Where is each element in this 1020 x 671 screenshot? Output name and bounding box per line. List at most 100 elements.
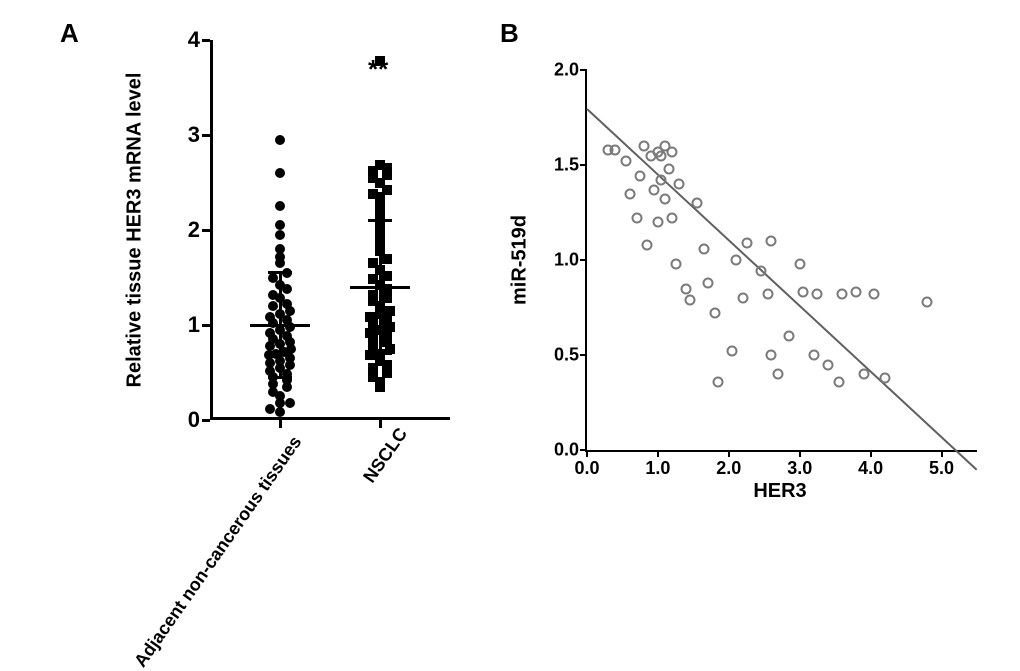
- scatter-point: [922, 296, 933, 307]
- ytick-label: 0: [160, 407, 200, 433]
- error-cap: [368, 219, 392, 222]
- scatter-point: [642, 239, 653, 250]
- scatter-point: [667, 146, 678, 157]
- ytick: [202, 324, 210, 327]
- data-point-circle: [275, 220, 285, 230]
- ytick-label: 1.0: [539, 250, 579, 271]
- data-point-circle: [265, 312, 275, 322]
- scatter-point: [660, 194, 671, 205]
- scatter-point: [674, 179, 685, 190]
- scatter-point: [667, 213, 678, 224]
- scatter-point: [699, 243, 710, 254]
- ytick: [580, 354, 587, 356]
- data-point-circle: [268, 290, 278, 300]
- xtick: [657, 450, 659, 457]
- xtick: [279, 420, 282, 428]
- xtick: [870, 450, 872, 457]
- xtick-label: 2.0: [716, 458, 741, 479]
- scatter-point: [784, 331, 795, 342]
- scatter-point: [755, 266, 766, 277]
- xtick-label: 3.0: [787, 458, 812, 479]
- scatter-point: [808, 350, 819, 361]
- scatter-point: [713, 376, 724, 387]
- data-point-square: [365, 312, 375, 322]
- x-category-label: Adjacent non-cancerous tissues: [130, 432, 306, 671]
- scatter-point: [794, 258, 805, 269]
- xtick: [586, 450, 588, 457]
- regression-line: [586, 108, 977, 470]
- panel-a-axis: 01234Adjacent non-cancerous tissues**NSC…: [210, 40, 450, 420]
- ytick-label: 2.0: [539, 60, 579, 81]
- xtick-label: 0.0: [574, 458, 599, 479]
- ytick: [202, 134, 210, 137]
- data-point-circle: [275, 135, 285, 145]
- scatter-point: [766, 350, 777, 361]
- scatter-point: [656, 150, 667, 161]
- scatter-point: [709, 308, 720, 319]
- scatter-point: [621, 156, 632, 167]
- ytick-label: 4: [160, 27, 200, 53]
- data-point-circle: [275, 201, 285, 211]
- data-point-circle: [275, 244, 285, 254]
- scatter-point: [691, 198, 702, 209]
- ytick-label: 3: [160, 122, 200, 148]
- panel-b-axis: 0.00.51.01.52.00.01.02.03.04.05.0: [585, 70, 977, 452]
- data-point-square: [382, 293, 392, 303]
- data-point-circle: [285, 398, 295, 408]
- scatter-point: [869, 289, 880, 300]
- panel-b: miR-519d HER3 0.00.51.01.52.00.01.02.03.…: [490, 30, 1000, 590]
- data-point-square: [365, 328, 375, 338]
- ytick: [580, 259, 587, 261]
- scatter-point: [652, 217, 663, 228]
- data-point-circle: [275, 230, 285, 240]
- ytick-label: 1: [160, 312, 200, 338]
- scatter-point: [684, 294, 695, 305]
- ytick: [580, 164, 587, 166]
- scatter-point: [766, 236, 777, 247]
- xtick: [941, 450, 943, 457]
- data-point-square: [385, 306, 395, 316]
- scatter-point: [702, 277, 713, 288]
- error-cap: [268, 376, 292, 379]
- panel-a-ylabel: Relative tissue HER3 mRNA level: [124, 73, 147, 388]
- xtick: [379, 420, 382, 428]
- scatter-point: [823, 359, 834, 370]
- ytick: [202, 39, 210, 42]
- error-bar: [379, 221, 382, 354]
- xtick-label: 4.0: [858, 458, 883, 479]
- xtick: [728, 450, 730, 457]
- scatter-point: [727, 346, 738, 357]
- scatter-point: [670, 258, 681, 269]
- scatter-point: [656, 175, 667, 186]
- scatter-point: [738, 293, 749, 304]
- ytick-label: 2: [160, 217, 200, 243]
- error-cap: [368, 352, 392, 355]
- data-point-circle: [275, 407, 285, 417]
- scatter-point: [610, 144, 621, 155]
- panel-a: Relative tissue HER3 mRNA level 01234Adj…: [80, 30, 480, 590]
- x-axis-line: [210, 417, 450, 420]
- panel-a-label: A: [60, 18, 79, 49]
- scatter-point: [631, 213, 642, 224]
- y-axis-line: [210, 40, 213, 420]
- scatter-point: [833, 376, 844, 387]
- ytick-label: 0.0: [539, 440, 579, 461]
- data-point-circle: [265, 328, 275, 338]
- scatter-point: [837, 289, 848, 300]
- scatter-point: [773, 369, 784, 380]
- data-point-square: [375, 201, 385, 211]
- scatter-point: [798, 287, 809, 298]
- scatter-point: [879, 372, 890, 383]
- error-cap: [268, 271, 292, 274]
- ytick-label: 1.5: [539, 155, 579, 176]
- scatter-point: [663, 163, 674, 174]
- data-point-square: [368, 290, 378, 300]
- ytick: [202, 419, 210, 422]
- panel-b-ylabel: miR-519d: [509, 215, 532, 305]
- scatter-point: [762, 289, 773, 300]
- significance-marker: **: [368, 54, 388, 85]
- error-bar: [279, 273, 282, 378]
- ytick-label: 0.5: [539, 345, 579, 366]
- scatter-point: [649, 184, 660, 195]
- x-category-label: NSCLC: [359, 424, 412, 487]
